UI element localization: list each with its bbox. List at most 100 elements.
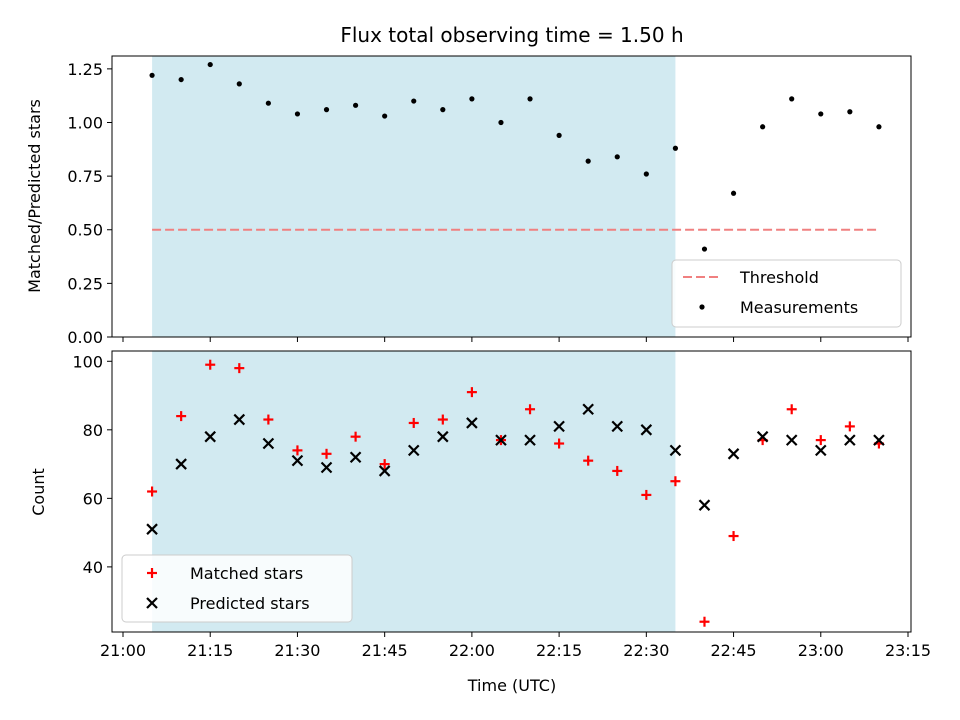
matched-star-point bbox=[466, 387, 477, 398]
measurement-point bbox=[818, 111, 824, 117]
predicted-star-point bbox=[640, 424, 653, 436]
measurement-point bbox=[730, 190, 737, 196]
predicted-star-point bbox=[553, 420, 565, 433]
measurement-point bbox=[294, 111, 301, 117]
top-y-tick-label: 0.00 bbox=[67, 328, 103, 347]
predicted-star-point bbox=[407, 444, 420, 457]
measurement-point bbox=[236, 81, 242, 87]
predicted-star-point bbox=[175, 458, 187, 470]
matched-star-point bbox=[205, 359, 216, 370]
measurement-point bbox=[701, 246, 708, 252]
predicted-star-point bbox=[814, 444, 827, 457]
matched-star-point bbox=[728, 531, 739, 542]
predicted-star-point bbox=[320, 461, 333, 474]
top-y-tick-label: 1.25 bbox=[67, 60, 103, 79]
chart-title: Flux total observing time = 1.50 h bbox=[340, 23, 683, 47]
matched-star-point bbox=[525, 404, 536, 415]
top-x-axis bbox=[122, 337, 909, 342]
top-observing-window bbox=[152, 56, 676, 337]
x-axis-label: Time (UTC) bbox=[467, 676, 556, 695]
legend-matched-swatch bbox=[147, 568, 157, 578]
predicted-star-point bbox=[873, 434, 885, 446]
x-tick-label: 21:30 bbox=[274, 641, 320, 660]
legend-matched-label: Matched stars bbox=[190, 564, 303, 583]
bottom-y-tick-label: 40 bbox=[83, 558, 103, 577]
top-y-tick-label: 0.75 bbox=[67, 167, 103, 186]
predicted-star-point bbox=[466, 417, 478, 429]
top-y-tick-label: 0.50 bbox=[67, 221, 103, 240]
measurement-point bbox=[789, 96, 795, 102]
matched-star-point bbox=[641, 489, 652, 500]
measurement-point bbox=[207, 61, 213, 68]
measurement-point bbox=[149, 72, 155, 78]
matched-star-point bbox=[234, 363, 245, 374]
measurement-point bbox=[469, 96, 475, 102]
bottom-y-tick-label: 100 bbox=[72, 352, 103, 371]
matched-star-point bbox=[263, 414, 274, 425]
measurement-point bbox=[672, 145, 679, 151]
measurement-point bbox=[876, 124, 882, 130]
predicted-star-point bbox=[378, 465, 391, 477]
predicted-star-point bbox=[669, 444, 682, 457]
measurement-point bbox=[382, 113, 388, 119]
top-y-axis: 0.00 0.25 0.50 0.75 1.00 1.25 bbox=[67, 60, 112, 347]
measurement-point bbox=[556, 132, 562, 138]
bottom-y-tick-label: 60 bbox=[83, 489, 103, 508]
measurement-point bbox=[440, 107, 446, 113]
measurement-point bbox=[760, 124, 766, 130]
predicted-star-point bbox=[698, 499, 711, 511]
predicted-star-point bbox=[233, 413, 246, 426]
bottom-y-tick-label: 80 bbox=[83, 421, 103, 440]
measurement-point bbox=[178, 76, 184, 83]
predicted-star-point bbox=[262, 437, 275, 450]
top-axes-frame bbox=[111, 55, 912, 338]
measurement-point bbox=[411, 98, 417, 104]
predicted-star-point bbox=[844, 434, 856, 446]
bottom-y-axis-label: Count bbox=[29, 468, 48, 516]
measurement-point bbox=[847, 109, 853, 115]
x-tick-label: 22:45 bbox=[711, 641, 757, 660]
matched-star-point bbox=[554, 438, 565, 449]
predicted-star-point bbox=[146, 523, 158, 535]
matched-star-point bbox=[786, 404, 797, 415]
top-panel: 0.00 0.25 0.50 0.75 1.00 1.25 Matched/Predict… bbox=[25, 55, 912, 347]
legend-predicted-label: Predicted stars bbox=[190, 594, 310, 613]
top-legend: Threshold Measurements bbox=[671, 259, 902, 328]
measurement-point bbox=[498, 119, 504, 126]
x-tick-label: 23:15 bbox=[885, 641, 931, 660]
bottom-axes-frame bbox=[111, 350, 912, 633]
bottom-legend: Matched stars Predicted stars bbox=[121, 554, 353, 623]
top-y-tick-label: 1.00 bbox=[67, 113, 103, 132]
top-y-axis-label: Matched/Predicted stars bbox=[25, 99, 44, 293]
measurement-point bbox=[585, 158, 591, 164]
matched-star-point bbox=[379, 459, 390, 470]
x-tick-label: 22:15 bbox=[536, 641, 582, 660]
matched-star-point bbox=[321, 448, 332, 459]
matched-star-point bbox=[612, 465, 623, 476]
predicted-star-point bbox=[582, 403, 594, 416]
legend-measurement-swatch bbox=[699, 304, 705, 310]
x-tick-label: 22:30 bbox=[623, 641, 669, 660]
matched-star-point bbox=[670, 476, 681, 487]
matched-star-point bbox=[699, 616, 710, 627]
bottom-panel: 40 60 80 100 21:00 21:15 21:30 21:45 22:00 22:15… bbox=[29, 350, 931, 695]
measurement-point bbox=[352, 102, 359, 108]
x-tick-label: 21:15 bbox=[187, 641, 233, 660]
predicted-stars-points bbox=[146, 403, 885, 535]
legend-threshold-label: Threshold bbox=[739, 268, 819, 287]
predicted-star-point bbox=[495, 434, 507, 446]
predicted-star-point bbox=[524, 434, 536, 446]
measurement-point bbox=[643, 171, 649, 177]
predicted-star-point bbox=[727, 448, 740, 460]
predicted-star-point bbox=[291, 454, 304, 467]
matched-star-point bbox=[437, 414, 448, 425]
x-tick-label: 21:00 bbox=[100, 641, 146, 660]
predicted-star-point bbox=[611, 420, 624, 433]
legend-measurement-label: Measurements bbox=[740, 298, 858, 317]
x-tick-label: 23:00 bbox=[798, 641, 844, 660]
measurement-point bbox=[323, 107, 330, 113]
x-tick-label: 21:45 bbox=[362, 641, 408, 660]
legend-predicted-swatch bbox=[146, 597, 158, 609]
predicted-star-point bbox=[204, 430, 217, 443]
